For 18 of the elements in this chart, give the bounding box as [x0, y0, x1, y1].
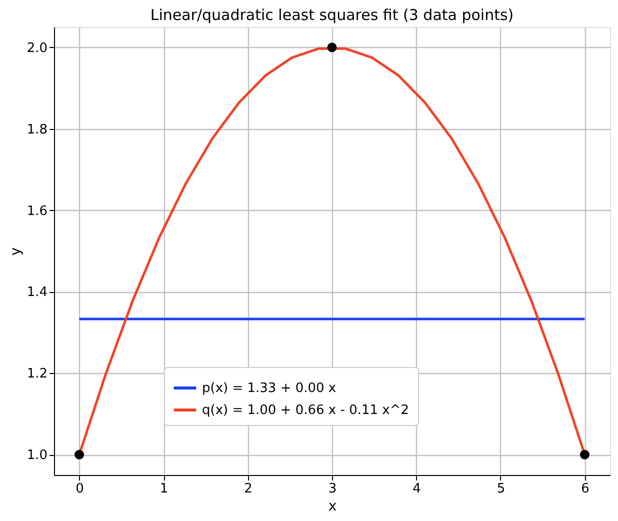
- x-tick-label: 5: [496, 482, 506, 496]
- y-tick-label: 1.8: [26, 122, 48, 138]
- chart-title: Linear/quadratic least squares fit (3 data points): [150, 6, 514, 24]
- y-tick-label: 2.0: [26, 40, 48, 56]
- x-tick-label: 2: [244, 482, 252, 496]
- legend-label: q(x) = 1.00 + 0.66 x - 0.11 x^2: [202, 403, 410, 418]
- x-tick-label: 3: [328, 482, 337, 496]
- y-tick-label: 1.2: [26, 366, 48, 382]
- x-tick-label: 4: [412, 482, 421, 496]
- x-axis-title: x: [328, 498, 337, 514]
- y-tick-label: 1.0: [26, 448, 48, 464]
- y-axis-title: y: [8, 247, 24, 256]
- y-tick-label: 1.4: [26, 285, 48, 300]
- x-tick-label: 0: [76, 482, 84, 496]
- legend-label: p(x) = 1.33 + 0.00 x: [202, 381, 336, 396]
- x-tick-label: 1: [160, 482, 168, 496]
- x-tick-label: 6: [581, 482, 590, 496]
- y-tick-label: 1.6: [26, 204, 48, 219]
